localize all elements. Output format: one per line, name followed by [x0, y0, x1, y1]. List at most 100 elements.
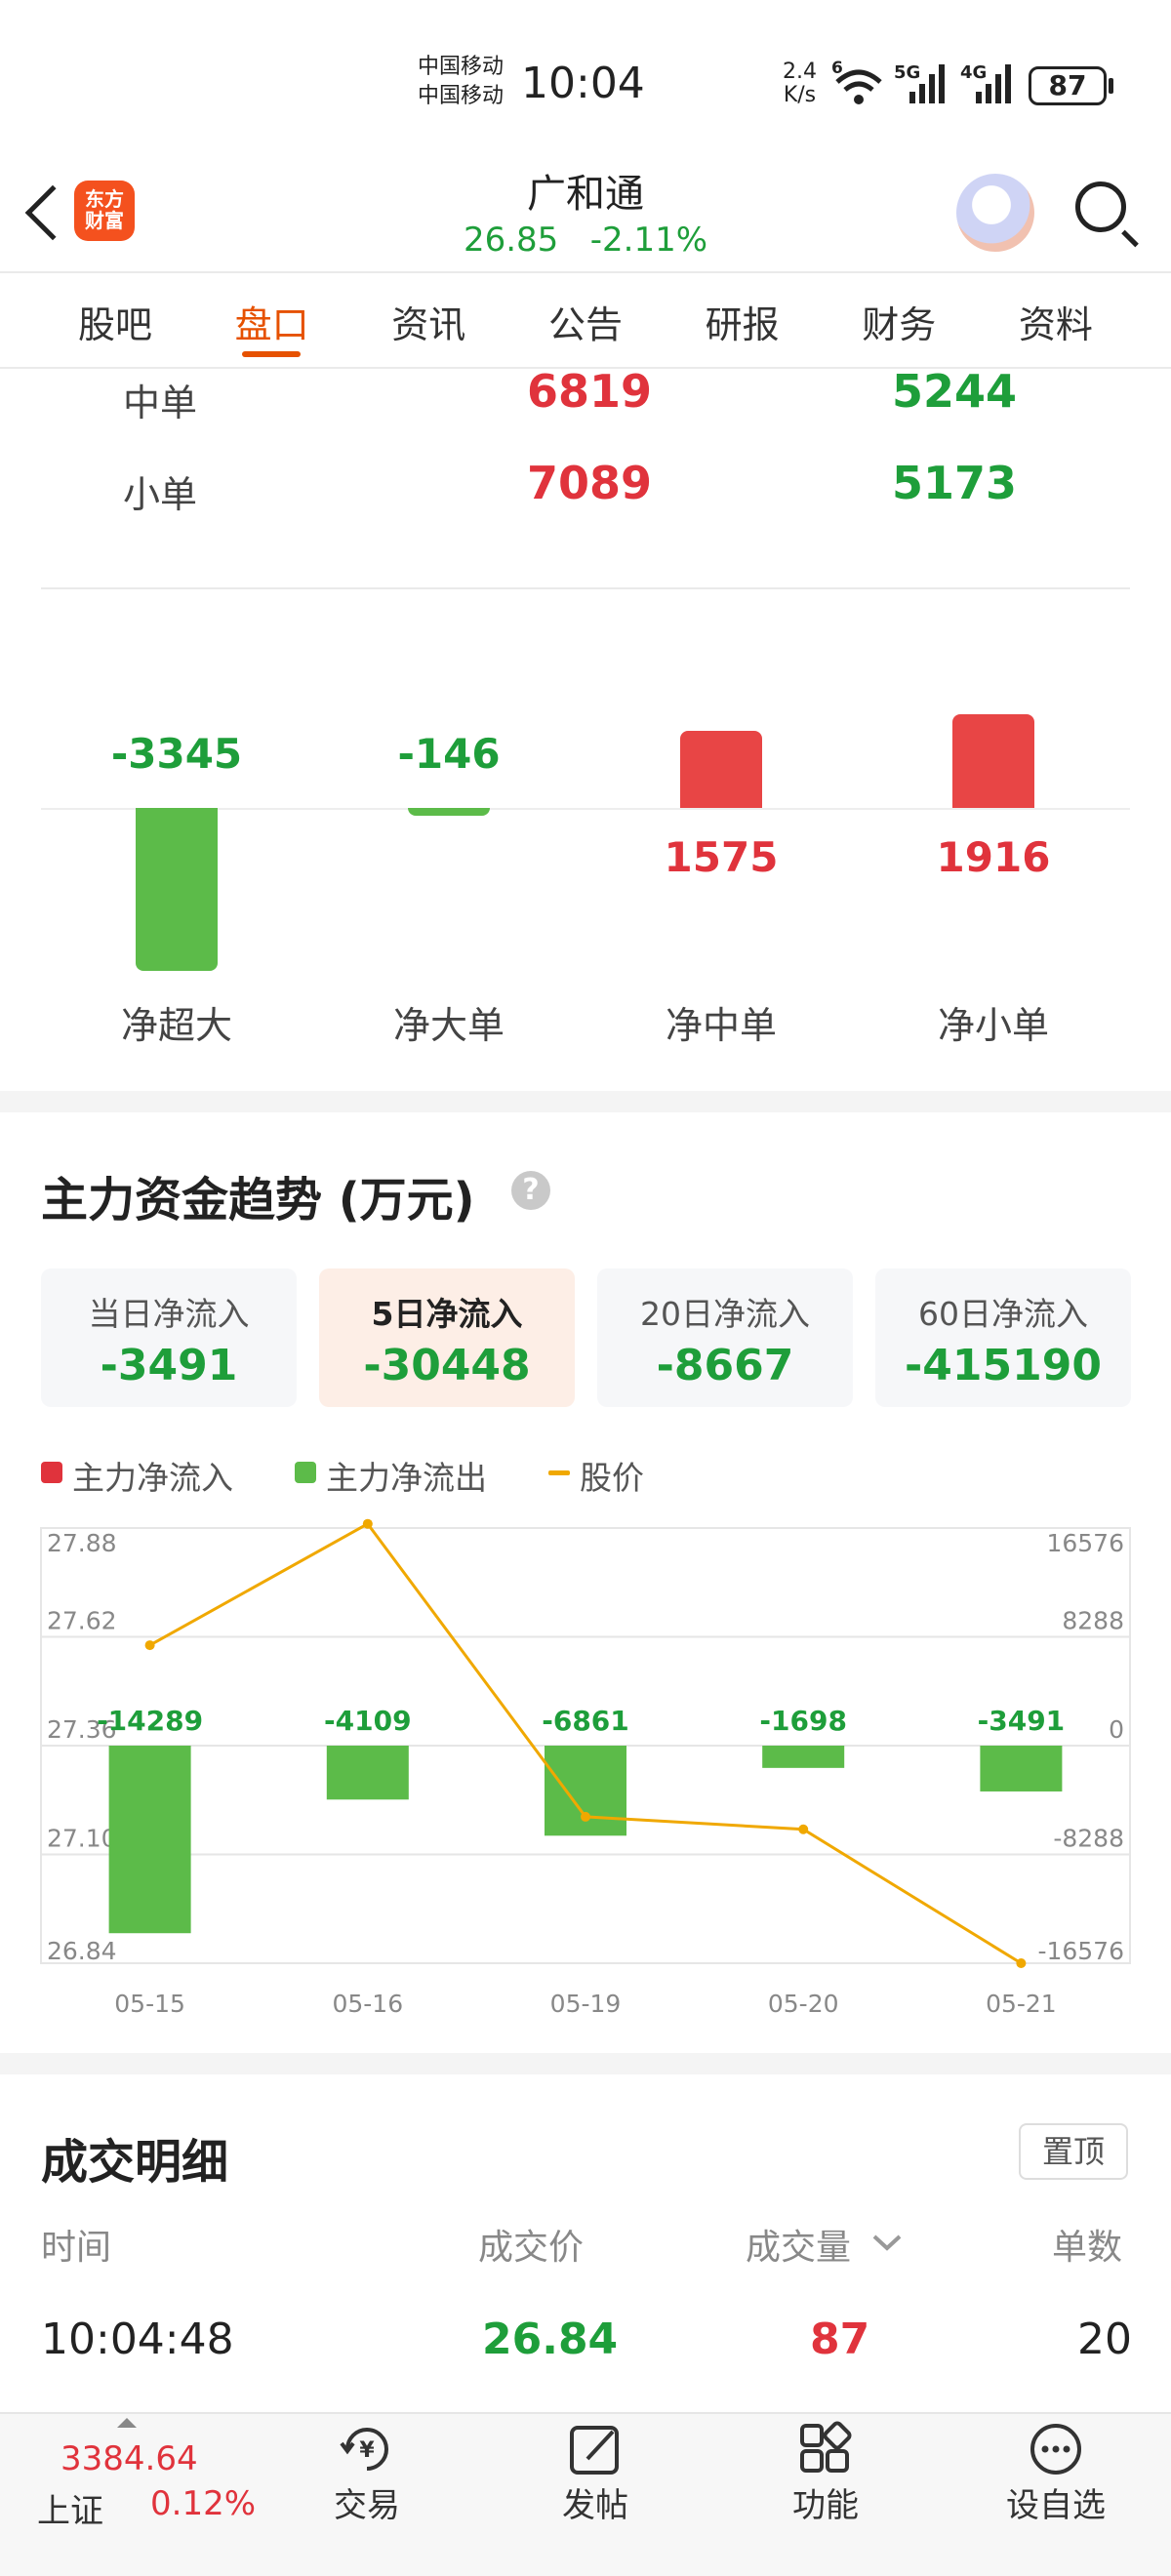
row-label-medium: 中单 [123, 382, 198, 424]
stock-quote: 26.85 -2.11% [390, 221, 781, 260]
status-clock: 10:04 [521, 59, 645, 108]
tab-finance[interactable]: 财务 [862, 303, 937, 346]
x-axis-tick: 05-16 [332, 1990, 403, 2018]
orders-divider [41, 587, 1130, 589]
net-flow-bar [408, 808, 490, 816]
net-speed-value: 2.4 [783, 60, 817, 84]
card-value: -3491 [100, 1341, 238, 1390]
help-icon[interactable]: ? [511, 1171, 550, 1210]
col-count: 单数 [1052, 2228, 1123, 2268]
index-change[interactable]: 0.12% [150, 2484, 257, 2523]
nav-functions[interactable]: 功能 [747, 2420, 904, 2526]
trend-bar [326, 1746, 409, 1800]
col-volume[interactable]: 成交量 [746, 2228, 852, 2268]
card-20day[interactable]: 20日净流入 -8667 [597, 1268, 853, 1407]
medium-inflow: 6819 [527, 365, 653, 418]
card-label: 20日净流入 [640, 1295, 810, 1333]
left-axis-tick: 27.10 [47, 1825, 117, 1853]
col-price: 成交价 [478, 2228, 585, 2268]
x-axis-tick: 05-15 [114, 1990, 185, 2018]
net-flow-value: -146 [397, 730, 501, 778]
signal-4g-icon [976, 64, 1011, 103]
net-flow-label: 净超大 [120, 1004, 232, 1047]
legend-outflow: 主力净流出 [326, 1459, 487, 1497]
legend-price: 股价 [580, 1459, 644, 1497]
net-flow-value: 1575 [664, 833, 779, 881]
pin-top-button[interactable]: 置顶 [1019, 2123, 1128, 2180]
card-today[interactable]: 当日净流入 -3491 [41, 1268, 297, 1407]
tab-announcement[interactable]: 公告 [547, 303, 623, 346]
tab-pankou[interactable]: 盘口 [234, 303, 309, 346]
nav-functions-label: 功能 [792, 2486, 859, 2525]
index-name[interactable]: 上证 [37, 2492, 103, 2531]
price-point [362, 1518, 373, 1529]
nav-watchlist[interactable]: 设自选 [978, 2420, 1134, 2526]
wifi-badge: 6 [831, 59, 843, 78]
small-inflow: 7089 [527, 457, 653, 509]
card-label: 60日净流入 [918, 1295, 1088, 1333]
right-axis-tick: -8288 [1053, 1825, 1124, 1853]
card-label: 当日净流入 [88, 1295, 250, 1333]
battery-icon: 87 [1029, 66, 1107, 105]
price-point [581, 1811, 590, 1822]
card-value: -415190 [905, 1341, 1102, 1390]
battery-tip [1109, 78, 1113, 94]
nav-post[interactable]: 发帖 [517, 2420, 673, 2526]
trend-bar-label: -4109 [324, 1705, 412, 1737]
price-line [148, 1521, 1023, 1965]
trend-bar-label: -14289 [97, 1705, 203, 1737]
card-60day[interactable]: 60日净流入 -415190 [875, 1268, 1131, 1407]
detail-time: 10:04:48 [41, 2314, 234, 2364]
detail-volume: 87 [810, 2314, 870, 2364]
net-flow-value: -3345 [110, 730, 243, 778]
stock-price: 26.85 [463, 221, 559, 260]
trend-bar-label: -1698 [759, 1705, 847, 1737]
tab-guba[interactable]: 股吧 [77, 303, 152, 346]
left-axis-tick: 27.88 [47, 1529, 117, 1557]
tab-research[interactable]: 研报 [705, 303, 780, 346]
details-title: 成交明细 [41, 2135, 229, 2190]
nav-watchlist-label: 设自选 [1006, 2486, 1106, 2525]
net-flow-label: 净小单 [937, 1004, 1049, 1047]
small-outflow: 5173 [892, 457, 1018, 509]
x-axis-tick: 05-19 [550, 1990, 622, 2018]
legend-price-swatch [548, 1470, 570, 1475]
wifi-icon [835, 69, 882, 104]
tab-news[interactable]: 资讯 [391, 303, 466, 346]
index-value[interactable]: 3384.64 [61, 2439, 198, 2478]
net-flow-bar [136, 808, 218, 972]
signal-4g-label: 4G [960, 62, 988, 83]
row-label-small: 小单 [123, 473, 198, 516]
legend-inflow: 主力净流入 [72, 1459, 233, 1497]
trend-bar [980, 1746, 1063, 1791]
trend-title: 主力资金趋势 (万元) [41, 1173, 475, 1228]
app-logo: 东方 财富 [74, 181, 135, 241]
stock-change: -2.11% [589, 221, 708, 260]
sort-chevron-down-icon[interactable] [870, 2231, 904, 2254]
yuan-cycle-icon: ¥ [340, 2428, 388, 2471]
net-flow-label: 净大单 [392, 1004, 505, 1047]
expand-up-icon[interactable] [115, 2416, 139, 2430]
tab-profile[interactable]: 资料 [1018, 303, 1093, 346]
legend-outflow-swatch [295, 1462, 316, 1483]
x-axis-tick: 05-20 [768, 1990, 839, 2018]
net-speed-unit: K/s [783, 83, 817, 107]
nav-trade[interactable]: ¥ 交易 [289, 2420, 445, 2526]
active-tab-indicator [242, 351, 301, 357]
tab-divider [0, 367, 1171, 369]
x-axis-tick: 05-21 [986, 1990, 1057, 2018]
assistant-avatar[interactable] [956, 174, 1034, 252]
left-axis-tick: 26.84 [47, 1937, 117, 1965]
left-axis-tick: 27.36 [47, 1715, 117, 1744]
right-axis-tick: 0 [1109, 1715, 1124, 1744]
tab-bar: 股吧 盘口 资讯 公告 研报 财务 资料 [47, 295, 1124, 348]
search-icon[interactable] [1075, 181, 1144, 250]
back-icon[interactable] [24, 184, 81, 241]
card-5day[interactable]: 5日净流入 -30448 [319, 1268, 575, 1407]
trend-bar [108, 1746, 191, 1934]
signal-5g-icon [909, 64, 945, 103]
detail-price: 26.84 [482, 2314, 619, 2364]
nav-trade-label: 交易 [334, 2486, 400, 2525]
carrier-1: 中国移动 [418, 55, 505, 79]
trend-bar [762, 1746, 845, 1768]
